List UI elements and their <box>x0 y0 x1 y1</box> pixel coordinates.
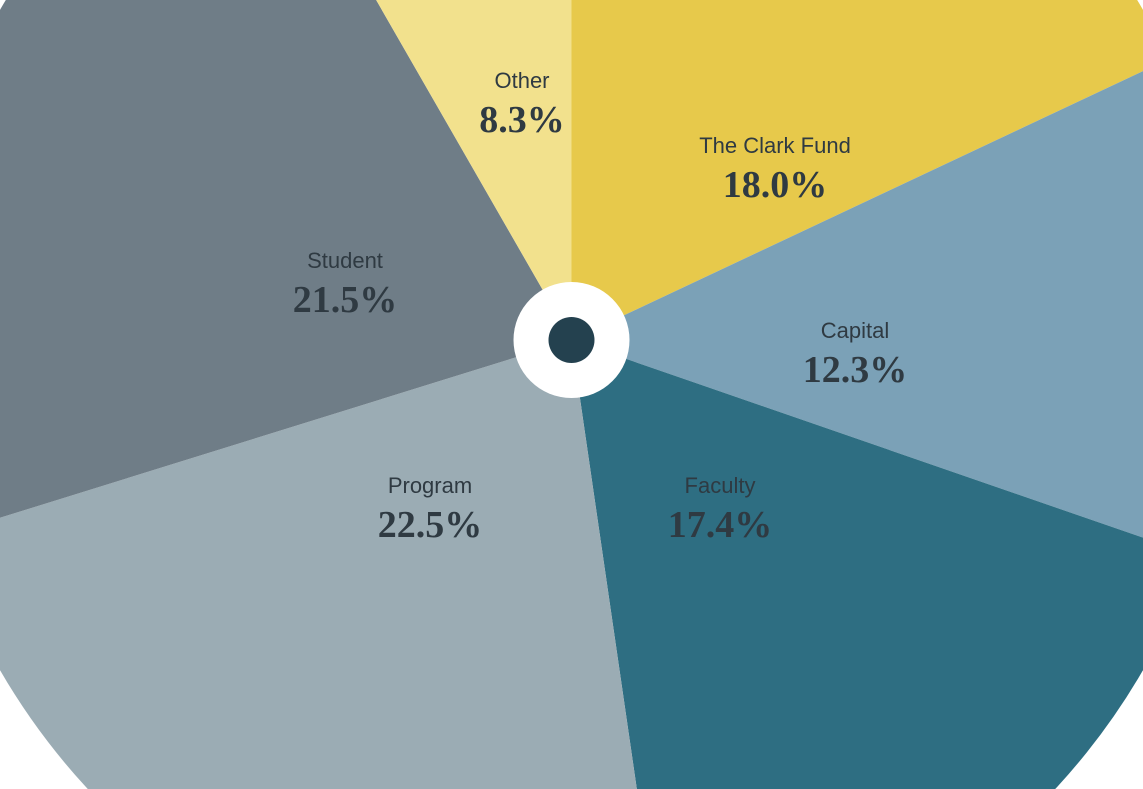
funding-pie-chart: The Clark Fund18.0%Capital12.3%Faculty17… <box>0 0 1143 789</box>
center-dot <box>549 317 595 363</box>
pie-svg <box>0 0 1143 789</box>
